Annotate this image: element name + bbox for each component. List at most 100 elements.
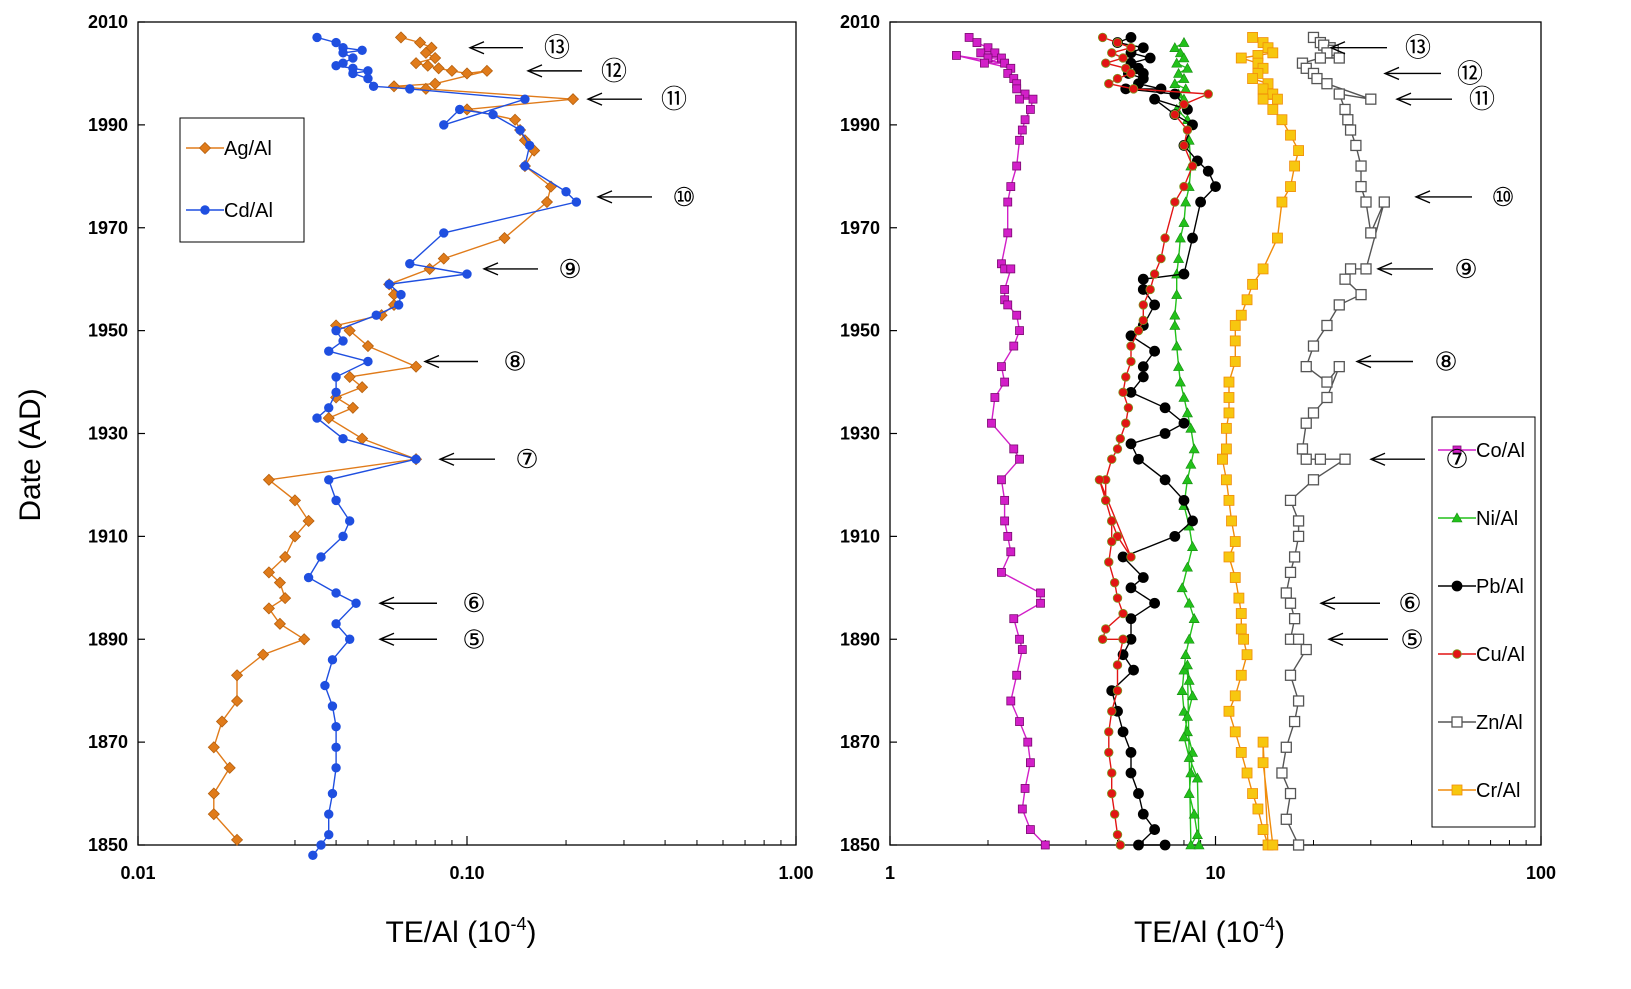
data-point (331, 763, 341, 773)
data-point (1107, 454, 1117, 464)
data-point (1000, 58, 1010, 68)
data-point (348, 53, 358, 63)
data-point (327, 788, 338, 799)
data-point (1149, 269, 1160, 279)
data-point (215, 715, 229, 728)
data-point (413, 36, 427, 49)
data-point (302, 514, 315, 528)
annotation-arrowhead (1329, 41, 1346, 55)
data-point (1355, 160, 1367, 172)
data-point (1125, 747, 1137, 758)
annotation-label: ⑩ (1491, 182, 1514, 212)
data-point (1223, 407, 1235, 419)
x-tick-label: 1.00 (778, 863, 813, 883)
data-point (1115, 840, 1126, 850)
chart-panel-left: 1850 1870 1890 1910 1930 1950 1970 1990 2010 0.01… (88, 12, 814, 949)
data-point (1094, 475, 1105, 485)
data-point (1178, 52, 1190, 63)
data-point (1101, 58, 1111, 68)
data-point (1112, 660, 1123, 670)
data-point (1107, 48, 1117, 58)
legend-marker (1451, 784, 1463, 796)
y-tick-label: 1990 (840, 115, 880, 135)
data-point (1149, 597, 1161, 609)
data-point (421, 59, 434, 72)
data-point (1300, 643, 1312, 656)
data-point (363, 356, 373, 367)
x-axis-title: TE/Al (10-4) (385, 914, 536, 949)
data-point (1179, 140, 1189, 151)
data-point (1149, 345, 1161, 357)
data-point (1229, 356, 1241, 367)
data-point (273, 617, 286, 630)
data-point (952, 51, 961, 60)
x-tick-label: 10 (1205, 863, 1225, 883)
data-point (1000, 516, 1010, 526)
data-point (1171, 289, 1183, 299)
data-point (1292, 839, 1305, 851)
data-point (331, 742, 341, 752)
data-point (1149, 299, 1161, 311)
data-point (1171, 57, 1183, 68)
legend-marker (1451, 512, 1463, 523)
data-point (1257, 736, 1269, 748)
data-point (1115, 433, 1126, 444)
data-point (1181, 62, 1193, 73)
data-point (387, 80, 401, 93)
data-point (303, 572, 314, 583)
data-point (1017, 645, 1027, 654)
data-point (1284, 597, 1297, 609)
annotation-arrowhead (423, 354, 440, 369)
data-point (1144, 52, 1156, 64)
data-point (1220, 443, 1232, 455)
data-point (1009, 341, 1019, 351)
data-point (445, 64, 459, 77)
data-point (1181, 407, 1193, 418)
data-point (368, 81, 379, 91)
data-point (1121, 418, 1131, 428)
data-point (1229, 726, 1241, 738)
data-point (1178, 72, 1190, 83)
data-point (1241, 649, 1253, 661)
data-point (1125, 613, 1137, 625)
data-point (515, 125, 525, 135)
data-point (480, 64, 494, 77)
data-point (1210, 181, 1221, 193)
data-point (1267, 47, 1279, 59)
data-point (405, 259, 415, 269)
data-point (1321, 391, 1333, 404)
data-point (1229, 335, 1241, 347)
data-point (1159, 402, 1171, 414)
data-point (1170, 197, 1180, 207)
data-point (1178, 417, 1190, 429)
data-point (1229, 572, 1241, 583)
data-point (964, 33, 974, 42)
data-point (520, 161, 530, 171)
data-point (298, 633, 311, 646)
data-point (1015, 135, 1024, 145)
data-point (1339, 273, 1351, 285)
data-point (1137, 572, 1149, 583)
data-point (1009, 614, 1019, 624)
data-point (1241, 767, 1253, 779)
data-point (1233, 592, 1245, 604)
data-point (1182, 125, 1193, 135)
annotation-label: ⑤ (462, 624, 485, 654)
data-point (262, 602, 275, 615)
data-point (396, 289, 406, 300)
data-point (1284, 566, 1297, 579)
data-point (1181, 561, 1193, 572)
data-point (1355, 180, 1367, 193)
annotation-arrowhead (596, 190, 613, 204)
data-point (429, 77, 442, 90)
data-point (1247, 73, 1258, 84)
legend-marker (198, 141, 212, 155)
data-point (1187, 161, 1198, 171)
data-point (316, 552, 326, 562)
data-point (520, 94, 530, 104)
annotation-arrowhead (468, 41, 485, 55)
data-point (1321, 376, 1333, 388)
data-point (223, 761, 236, 774)
data-point (1015, 717, 1024, 726)
data-point (1179, 99, 1189, 110)
